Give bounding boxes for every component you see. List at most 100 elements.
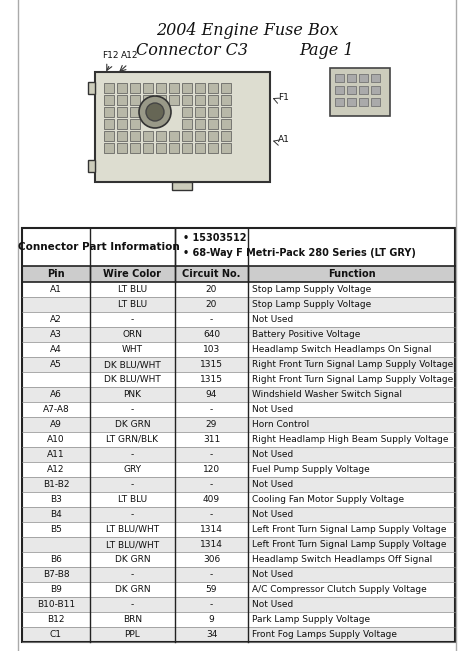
Text: Horn Control: Horn Control [252, 420, 309, 429]
Text: 1315: 1315 [200, 360, 223, 369]
Bar [22, 266, 455, 282]
Bar [221, 107, 231, 117]
Text: 306: 306 [203, 555, 220, 564]
Text: ORN: ORN [122, 330, 143, 339]
Bar [22, 327, 455, 342]
Bar [347, 86, 356, 94]
Text: LT BLU/WHT: LT BLU/WHT [106, 540, 159, 549]
Bar [208, 143, 218, 153]
Text: Not Used: Not Used [252, 480, 293, 489]
Text: DK GRN: DK GRN [115, 585, 150, 594]
Bar [208, 83, 218, 93]
Text: B6: B6 [50, 555, 62, 564]
Text: Not Used: Not Used [252, 315, 293, 324]
Bar [371, 98, 380, 106]
Bar [22, 522, 455, 537]
Bar [22, 282, 455, 297]
Text: 311: 311 [203, 435, 220, 444]
Bar [22, 627, 455, 642]
Text: PNK: PNK [124, 390, 142, 399]
Bar [88, 82, 95, 94]
Text: Circuit No.: Circuit No. [182, 269, 241, 279]
Text: B9: B9 [50, 585, 62, 594]
Bar [169, 131, 179, 141]
Text: 20: 20 [206, 300, 217, 309]
Text: DK BLU/WHT: DK BLU/WHT [104, 360, 161, 369]
Text: Stop Lamp Supply Voltage: Stop Lamp Supply Voltage [252, 300, 371, 309]
Text: A4: A4 [50, 345, 62, 354]
Bar [130, 83, 140, 93]
Bar [182, 107, 192, 117]
Bar [22, 228, 455, 266]
Text: -: - [131, 315, 134, 324]
Bar [208, 131, 218, 141]
Text: Page 1: Page 1 [300, 42, 354, 59]
Text: Connector C3: Connector C3 [136, 42, 248, 59]
Bar [130, 131, 140, 141]
Text: C1: C1 [50, 630, 62, 639]
Text: GRY: GRY [124, 465, 142, 474]
Bar [104, 95, 114, 105]
Text: A7-A8: A7-A8 [43, 405, 69, 414]
Text: 20: 20 [206, 285, 217, 294]
Text: Cooling Fan Motor Supply Voltage: Cooling Fan Motor Supply Voltage [252, 495, 404, 504]
Text: B3: B3 [50, 495, 62, 504]
Text: F12: F12 [102, 51, 118, 60]
Bar [22, 357, 455, 372]
Bar [117, 131, 127, 141]
Text: A1: A1 [50, 285, 62, 294]
Text: B10-B11: B10-B11 [37, 600, 75, 609]
Text: PPL: PPL [125, 630, 140, 639]
Bar [104, 83, 114, 93]
Text: 59: 59 [206, 585, 217, 594]
Bar [195, 83, 205, 93]
Text: 409: 409 [203, 495, 220, 504]
Text: WHT: WHT [122, 345, 143, 354]
Text: DK GRN: DK GRN [115, 420, 150, 429]
Text: Windshield Washer Switch Signal: Windshield Washer Switch Signal [252, 390, 402, 399]
Bar [104, 131, 114, 141]
Bar [195, 131, 205, 141]
Text: LT BLU: LT BLU [118, 300, 147, 309]
Bar [143, 83, 153, 93]
Text: 94: 94 [206, 390, 217, 399]
Text: 2004 Engine Fuse Box: 2004 Engine Fuse Box [156, 22, 338, 39]
Bar [117, 143, 127, 153]
Bar [221, 83, 231, 93]
Bar [95, 72, 270, 182]
Bar [22, 297, 455, 312]
Text: -: - [131, 450, 134, 459]
Text: A2: A2 [50, 315, 62, 324]
Text: A1: A1 [278, 135, 290, 144]
Text: Stop Lamp Supply Voltage: Stop Lamp Supply Voltage [252, 285, 371, 294]
Text: 34: 34 [206, 630, 217, 639]
Bar [335, 74, 344, 82]
Text: Not Used: Not Used [252, 510, 293, 519]
Text: Fuel Pump Supply Voltage: Fuel Pump Supply Voltage [252, 465, 370, 474]
Bar [104, 143, 114, 153]
Text: Park Lamp Supply Voltage: Park Lamp Supply Voltage [252, 615, 370, 624]
Bar [169, 83, 179, 93]
Bar [22, 552, 455, 567]
Bar [143, 143, 153, 153]
Bar [221, 143, 231, 153]
Bar [182, 143, 192, 153]
Text: Pin: Pin [47, 269, 65, 279]
Bar [335, 86, 344, 94]
Text: -: - [210, 600, 213, 609]
Text: Not Used: Not Used [252, 450, 293, 459]
Text: 120: 120 [203, 465, 220, 474]
Bar [169, 143, 179, 153]
Bar [335, 98, 344, 106]
Bar [130, 143, 140, 153]
Text: Left Front Turn Signal Lamp Supply Voltage: Left Front Turn Signal Lamp Supply Volta… [252, 525, 447, 534]
Text: Left Front Turn Signal Lamp Supply Voltage: Left Front Turn Signal Lamp Supply Volta… [252, 540, 447, 549]
Text: LT GRN/BLK: LT GRN/BLK [107, 435, 158, 444]
Text: B4: B4 [50, 510, 62, 519]
Text: A10: A10 [47, 435, 65, 444]
Bar [22, 342, 455, 357]
Text: Connector Part Information: Connector Part Information [18, 242, 179, 252]
Bar [359, 74, 368, 82]
Bar [22, 417, 455, 432]
Text: Function: Function [328, 269, 375, 279]
